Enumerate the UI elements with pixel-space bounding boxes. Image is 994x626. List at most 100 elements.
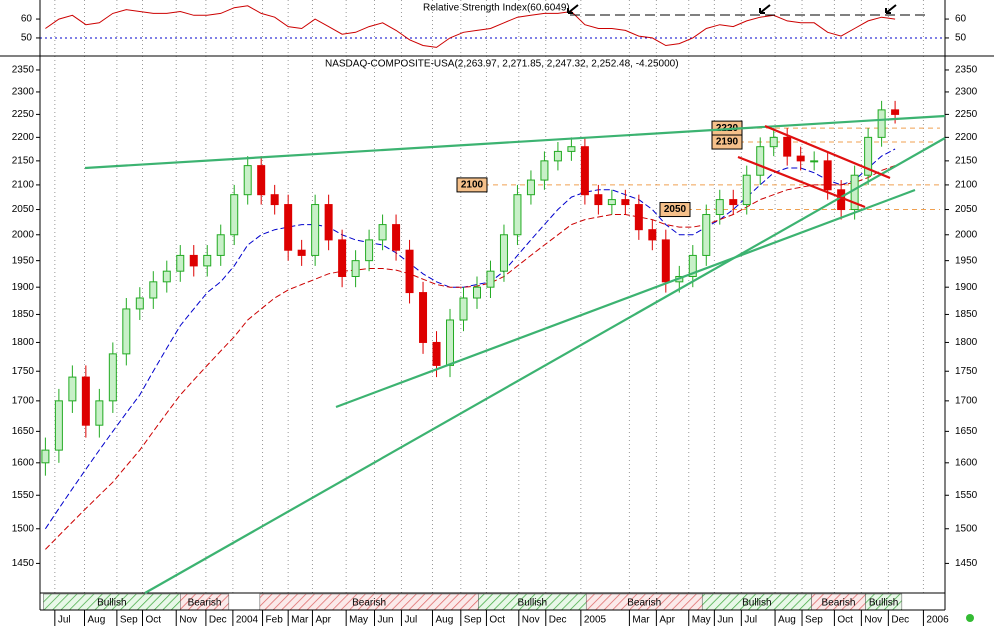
y-tick-label: 1750 [12, 366, 35, 377]
y-tick-label: 1500 [955, 523, 978, 534]
candle-body [864, 136, 873, 176]
y-tick-label: 2350 [12, 65, 35, 76]
y-tick-label: 2100 [12, 180, 35, 191]
trend-line [335, 188, 916, 409]
x-tick-label: 2004 [236, 615, 259, 626]
candle-body [688, 254, 697, 277]
candle-body [526, 179, 535, 196]
candle-body [472, 286, 481, 299]
y-tick-label: 50 [955, 33, 967, 44]
x-tick-label: Sep [464, 615, 482, 626]
candle-body [580, 146, 589, 196]
arrow [567, 4, 579, 14]
trend-line [737, 155, 866, 209]
y-tick-label: 1950 [12, 255, 35, 266]
y-tick-label: 1800 [12, 337, 35, 348]
candle-body [216, 234, 225, 256]
y-tick-label: 2250 [955, 109, 978, 120]
candle-body [176, 254, 185, 272]
y-tick-label: 1950 [955, 255, 978, 266]
rsi-title: Relative Strength Index(60.6049) [423, 3, 570, 14]
candle-body [891, 109, 900, 115]
level-box [711, 134, 743, 150]
y-tick-label: 2150 [955, 156, 978, 167]
y-tick-label: 1500 [12, 523, 35, 534]
level-label: 2100 [461, 180, 484, 191]
candle-body [297, 249, 306, 256]
candle-body [540, 160, 549, 181]
candle-body [135, 297, 144, 310]
candle-body [702, 214, 711, 256]
candle-body [810, 160, 819, 163]
regime-label: Bullish [518, 598, 547, 609]
x-tick-label: Jun [377, 615, 393, 626]
chart-title: NASDAQ-COMPOSITE-USA(2,263.97, 2,271.85,… [325, 59, 679, 70]
candle-body [270, 194, 279, 206]
y-tick-label: 1800 [955, 337, 978, 348]
y-tick-label: 60 [21, 14, 33, 25]
y-tick-label: 1600 [955, 457, 978, 468]
plot: Jul Aug Sep Oct Nov Dec 2004 Feb Mar Apr May Jun Jul… [12, 5, 978, 626]
candle-body [661, 239, 670, 283]
y-tick-label: 2200 [955, 132, 978, 143]
x-tick-label: Mar [632, 615, 650, 626]
y-tick-label: 1900 [955, 282, 978, 293]
candle-body [769, 136, 778, 148]
x-tick-label: Aug [778, 615, 796, 626]
arrow [759, 4, 771, 14]
candle-body [351, 260, 360, 277]
arrow [885, 4, 897, 14]
candle-body [405, 249, 414, 294]
candle-body [796, 155, 805, 162]
candle-body [877, 109, 886, 138]
candle-body [162, 270, 171, 283]
x-tick-label: Apr [659, 615, 675, 626]
candle-body [459, 297, 468, 321]
x-tick-label: Dec [209, 615, 227, 626]
y-tick-label: 1450 [12, 558, 35, 569]
y-tick-label: 1850 [12, 309, 35, 320]
rsi-line [45, 5, 896, 48]
candle-body [553, 150, 562, 162]
y-tick-label: 2300 [955, 87, 978, 98]
candle-body [756, 146, 765, 176]
candle-body [419, 292, 428, 343]
candle-body [634, 204, 643, 231]
y-tick-label: 1450 [955, 558, 978, 569]
level-box [659, 202, 691, 218]
x-tick-label: Jul [58, 615, 71, 626]
candle-body [68, 376, 77, 402]
candle-body [257, 165, 266, 196]
candle-body [783, 136, 792, 157]
candle-body [338, 239, 347, 277]
candle-body [311, 204, 320, 256]
x-tick-label: Nov [179, 615, 197, 626]
candle-body [203, 254, 212, 267]
candle-body [108, 353, 117, 402]
y-tick-label: 2100 [955, 180, 978, 191]
x-tick-label: Oct [489, 615, 505, 626]
x-tick-label: Dec [549, 615, 567, 626]
regime-label: Bearish [188, 598, 222, 609]
x-tick-label: Apr [315, 615, 331, 626]
candle-body [729, 199, 738, 206]
regime-label: Bullish [97, 598, 126, 609]
candle-body [284, 204, 293, 251]
x-tick-label: Aug [88, 615, 106, 626]
x-tick-label: 2005 [584, 615, 607, 626]
candle-body [742, 174, 751, 206]
y-tick-label: 1750 [955, 366, 978, 377]
x-tick-label: Sep [805, 615, 823, 626]
candle-body [594, 194, 603, 206]
regime-label: Bullish [869, 598, 898, 609]
candle-body [446, 319, 455, 366]
y-tick-label: 1650 [955, 426, 978, 437]
y-tick-label: 2350 [955, 65, 978, 76]
y-tick-label: 1850 [955, 309, 978, 320]
moving-average [44, 148, 896, 530]
candle-body [621, 199, 630, 206]
candle-body [149, 281, 158, 299]
level-box [456, 177, 488, 193]
regime-label: Bearish [352, 598, 386, 609]
